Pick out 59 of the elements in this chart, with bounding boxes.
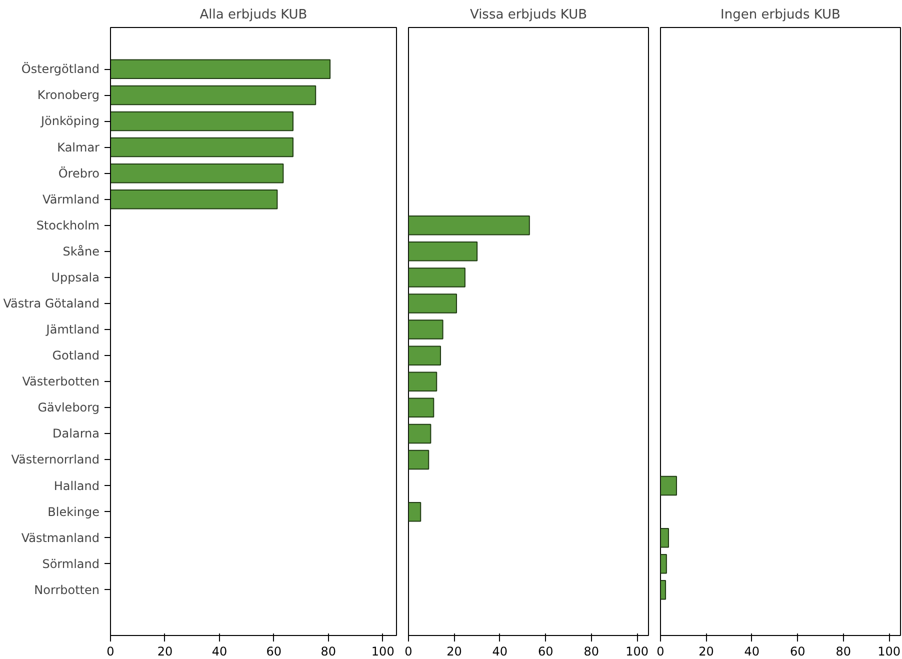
y-tick-label: Dalarna xyxy=(52,426,100,441)
bar xyxy=(408,424,432,444)
chart-title: Ingen erbjuds KUB xyxy=(720,8,840,22)
y-tick-label: Kronoberg xyxy=(37,88,100,102)
x-tick-label: 0 xyxy=(656,644,664,658)
x-tick-label: 80 xyxy=(320,644,336,658)
bar xyxy=(408,294,457,314)
y-tick-label: Jönköping xyxy=(40,114,100,128)
y-tick-label: Stockholm xyxy=(36,218,100,232)
bar xyxy=(110,59,331,80)
bar xyxy=(110,163,284,184)
x-tick-label: 40 xyxy=(212,644,228,658)
y-tick-label: Västerbotten xyxy=(22,374,100,389)
x-tick-label: 100 xyxy=(878,644,901,658)
y-tick-label: Uppsala xyxy=(51,270,100,284)
bar xyxy=(408,242,478,262)
y-tick-label: Gävleborg xyxy=(38,400,100,415)
y-tick-label: Blekinge xyxy=(48,504,100,519)
y-tick-label: Jämtland xyxy=(45,322,100,337)
y-tick-label: Gotland xyxy=(52,348,100,363)
x-tick-label: 80 xyxy=(836,644,852,658)
y-tick-label: Halland xyxy=(54,478,100,493)
x-tick-label: 20 xyxy=(157,644,173,658)
x-tick-label: 40 xyxy=(744,644,760,658)
bar xyxy=(408,320,444,340)
bar xyxy=(408,450,430,470)
x-tick-label: 80 xyxy=(584,644,600,658)
bar xyxy=(110,111,294,132)
x-tick-label: 20 xyxy=(446,644,462,658)
bar xyxy=(110,189,278,210)
y-tick-label: Skåne xyxy=(62,244,100,258)
x-tick-label: 60 xyxy=(266,644,282,658)
bar xyxy=(408,346,441,366)
x-tick-label: 40 xyxy=(492,644,508,658)
y-tick-label: Örebro xyxy=(58,166,100,180)
y-tick-label: Sörmland xyxy=(42,556,100,571)
bar xyxy=(408,372,438,392)
bar xyxy=(110,85,316,106)
bar xyxy=(408,216,530,236)
x-tick-label: 100 xyxy=(371,644,394,658)
x-tick-label: 20 xyxy=(698,644,714,658)
x-tick-label: 0 xyxy=(404,644,412,658)
y-tick-label: Norrbotten xyxy=(34,582,100,597)
y-tick-label: Värmland xyxy=(42,192,100,206)
y-tick-label: Västra Götaland xyxy=(3,296,100,311)
bar xyxy=(110,137,294,158)
bar xyxy=(408,398,434,418)
chart-title: Alla erbjuds KUB xyxy=(200,8,308,22)
x-tick-label: 0 xyxy=(106,644,114,658)
x-tick-label: 60 xyxy=(538,644,554,658)
y-tick-label: Kalmar xyxy=(57,140,100,154)
bar xyxy=(408,502,422,522)
x-tick-label: 100 xyxy=(626,644,649,658)
y-tick-label: Västernorrland xyxy=(11,452,100,467)
chart-title: Vissa erbjuds KUB xyxy=(470,8,588,22)
y-tick-label: Västmanland xyxy=(21,530,100,545)
x-tick-label: 60 xyxy=(790,644,806,658)
bar xyxy=(408,268,466,288)
y-tick-label: Östergötland xyxy=(21,62,100,76)
